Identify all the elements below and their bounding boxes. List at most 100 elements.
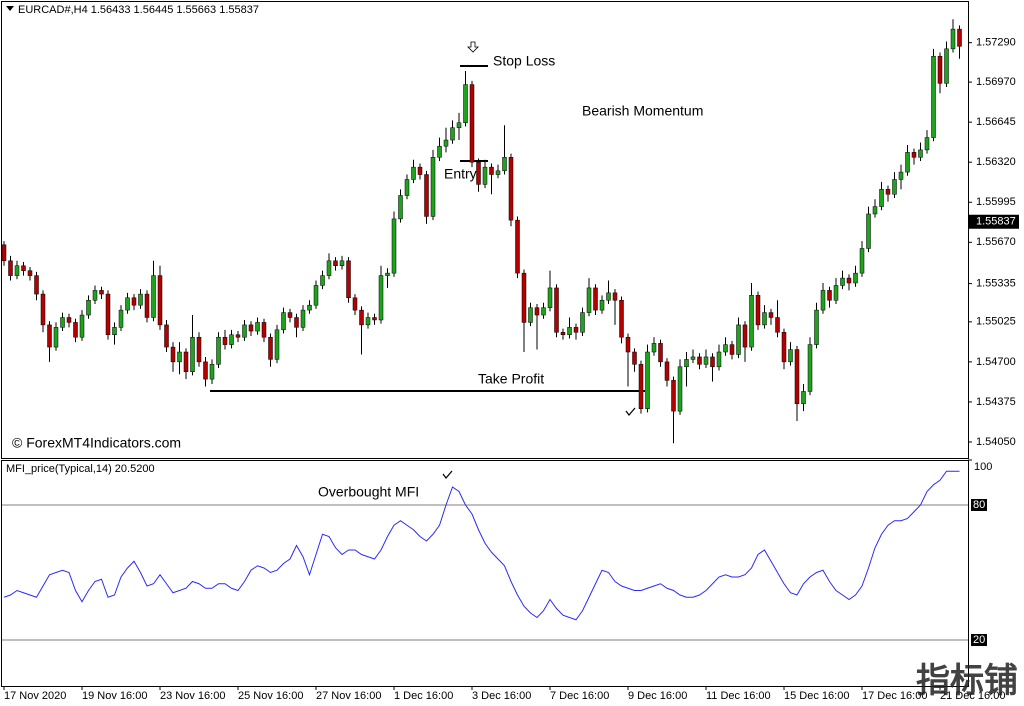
y-tick-label: 1.55995: [976, 196, 1016, 208]
candle-body: [833, 285, 839, 301]
last-price-box: [969, 214, 1019, 229]
candle-body: [807, 344, 813, 392]
candle-body: [235, 334, 241, 338]
y-tick-label: 1.54700: [976, 356, 1016, 368]
candle-body: [255, 322, 260, 332]
candle-body: [755, 295, 761, 326]
candle-body: [905, 152, 910, 173]
candle-body: [781, 332, 787, 363]
annotation: Take Profit: [478, 371, 544, 387]
candle-body: [521, 272, 527, 323]
y-tick-label: 1.54050: [976, 436, 1016, 448]
down-arrow-icon: [467, 41, 479, 53]
candle-body: [762, 312, 767, 326]
candle-body: [281, 312, 286, 331]
candle-body: [931, 55, 936, 138]
candle-body: [593, 287, 598, 311]
check-icon: [442, 470, 453, 479]
candle-body: [541, 307, 546, 316]
candle-body: [957, 28, 962, 47]
candle-body: [664, 361, 670, 381]
candle-body: [21, 265, 26, 271]
x-tick-label: 17 Dec 16:00: [862, 690, 927, 702]
candle-body: [79, 314, 85, 338]
candle-body: [859, 248, 865, 274]
candle-body: [937, 55, 943, 84]
candle-body: [27, 270, 33, 276]
candle-body: [177, 351, 182, 363]
candle-body: [112, 327, 117, 336]
candle-body: [203, 361, 208, 380]
y-tick-label: 1.54375: [976, 396, 1016, 408]
candle-body: [1, 244, 7, 262]
candle-body: [489, 166, 494, 175]
annotation: Entry: [444, 166, 477, 182]
candle-body: [190, 336, 195, 372]
candle-body: [625, 336, 631, 353]
candle-body: [879, 189, 884, 207]
candle-body: [645, 351, 650, 409]
candle-body: [677, 366, 683, 412]
candle-body: [287, 312, 293, 318]
candle-body: [359, 309, 364, 326]
candle-body: [463, 84, 468, 124]
candle-body: [528, 307, 533, 323]
candle-body: [99, 290, 104, 295]
candle-body: [216, 336, 221, 365]
candle-body: [560, 332, 566, 336]
candle-body: [118, 309, 124, 328]
check-icon: [625, 407, 636, 416]
candle-body: [437, 145, 442, 158]
x-tick-label: 17 Nov 2020: [4, 690, 66, 702]
y-tick-label: 1.56320: [976, 156, 1016, 168]
symbol-header: EURCAD#,H4 1.56433 1.56445 1.55663 1.558…: [18, 4, 259, 16]
candle-body: [690, 356, 696, 360]
candle-body: [73, 322, 78, 338]
candle-body: [950, 28, 956, 50]
candle-body: [92, 290, 98, 301]
x-tick-label: 15 Dec 16:00: [784, 690, 849, 702]
candle-body: [534, 307, 540, 316]
candle-body: [801, 391, 806, 405]
annotation: Bearish Momentum: [582, 103, 703, 119]
candle-body: [872, 206, 878, 215]
candle-body: [814, 309, 819, 345]
candle-body: [547, 287, 553, 308]
candle-body: [658, 343, 663, 363]
candle-body: [651, 343, 657, 353]
candle-body: [430, 157, 436, 217]
candle-body: [248, 324, 254, 332]
candle-body: [898, 171, 904, 180]
candle-body: [404, 179, 410, 196]
x-tick-label: 19 Nov 16:00: [82, 690, 147, 702]
candle-body: [170, 346, 176, 363]
y-tick-label: 20: [973, 634, 985, 646]
mfi-line: [3, 470, 960, 621]
candle-body: [469, 84, 475, 163]
candle-body: [749, 295, 754, 348]
candle-body: [482, 166, 488, 185]
candle-body: [144, 293, 150, 318]
candle-body: [372, 317, 377, 321]
candle-body: [424, 174, 429, 217]
candle-body: [339, 260, 345, 266]
mfi-panel: [1, 460, 969, 687]
candle-body: [300, 309, 306, 328]
candle-body: [638, 364, 644, 409]
x-tick-label: 1 Dec 16:00: [394, 690, 453, 702]
candle-body: [885, 189, 891, 195]
annotation: Overbought MFI: [318, 484, 419, 500]
candle-body: [125, 297, 130, 311]
candle-body: [515, 219, 520, 274]
y-tick-label: 1.55670: [976, 236, 1016, 248]
candle-body: [443, 139, 449, 147]
candle-body: [320, 275, 325, 286]
candle-body: [456, 122, 462, 128]
candle-body: [60, 317, 65, 328]
watermark: 指标铺: [916, 662, 1018, 700]
candle-body: [554, 287, 559, 333]
candle-body: [14, 265, 20, 276]
candle-body: [775, 317, 780, 333]
candle-body: [495, 170, 501, 175]
candle-body: [222, 336, 228, 345]
